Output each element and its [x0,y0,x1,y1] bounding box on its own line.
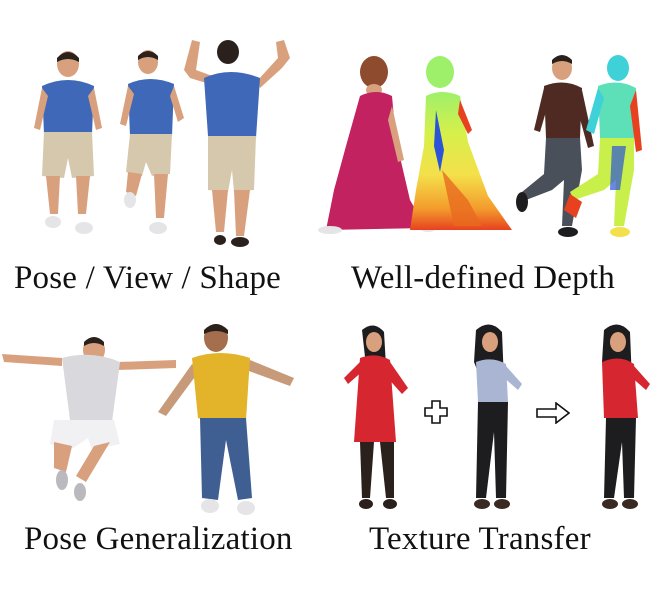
figure-white-tee-jump [2,337,176,501]
caption-pose-generalization: Pose Generalization [24,521,293,557]
plus-icon [424,400,448,424]
figure-blue-shirt-back [184,40,290,247]
figure-red-coat-source [344,325,408,509]
caption-texture-transfer: Texture Transfer [369,521,591,557]
figure-red-coat-result [602,324,650,509]
figure-blue-shirt-side [120,50,184,234]
right-arrow-icon [536,401,571,425]
figure-blue-shirt-front [34,51,102,234]
figure-yellow-tee [158,324,294,515]
caption-well-defined-depth: Well-defined Depth [351,260,615,296]
caption-pose-view-shape: Pose / View / Shape [14,260,282,296]
depth-map-dress [410,56,512,230]
depth-map-jacket [564,55,642,237]
figure-light-blue-shirt [474,324,522,509]
